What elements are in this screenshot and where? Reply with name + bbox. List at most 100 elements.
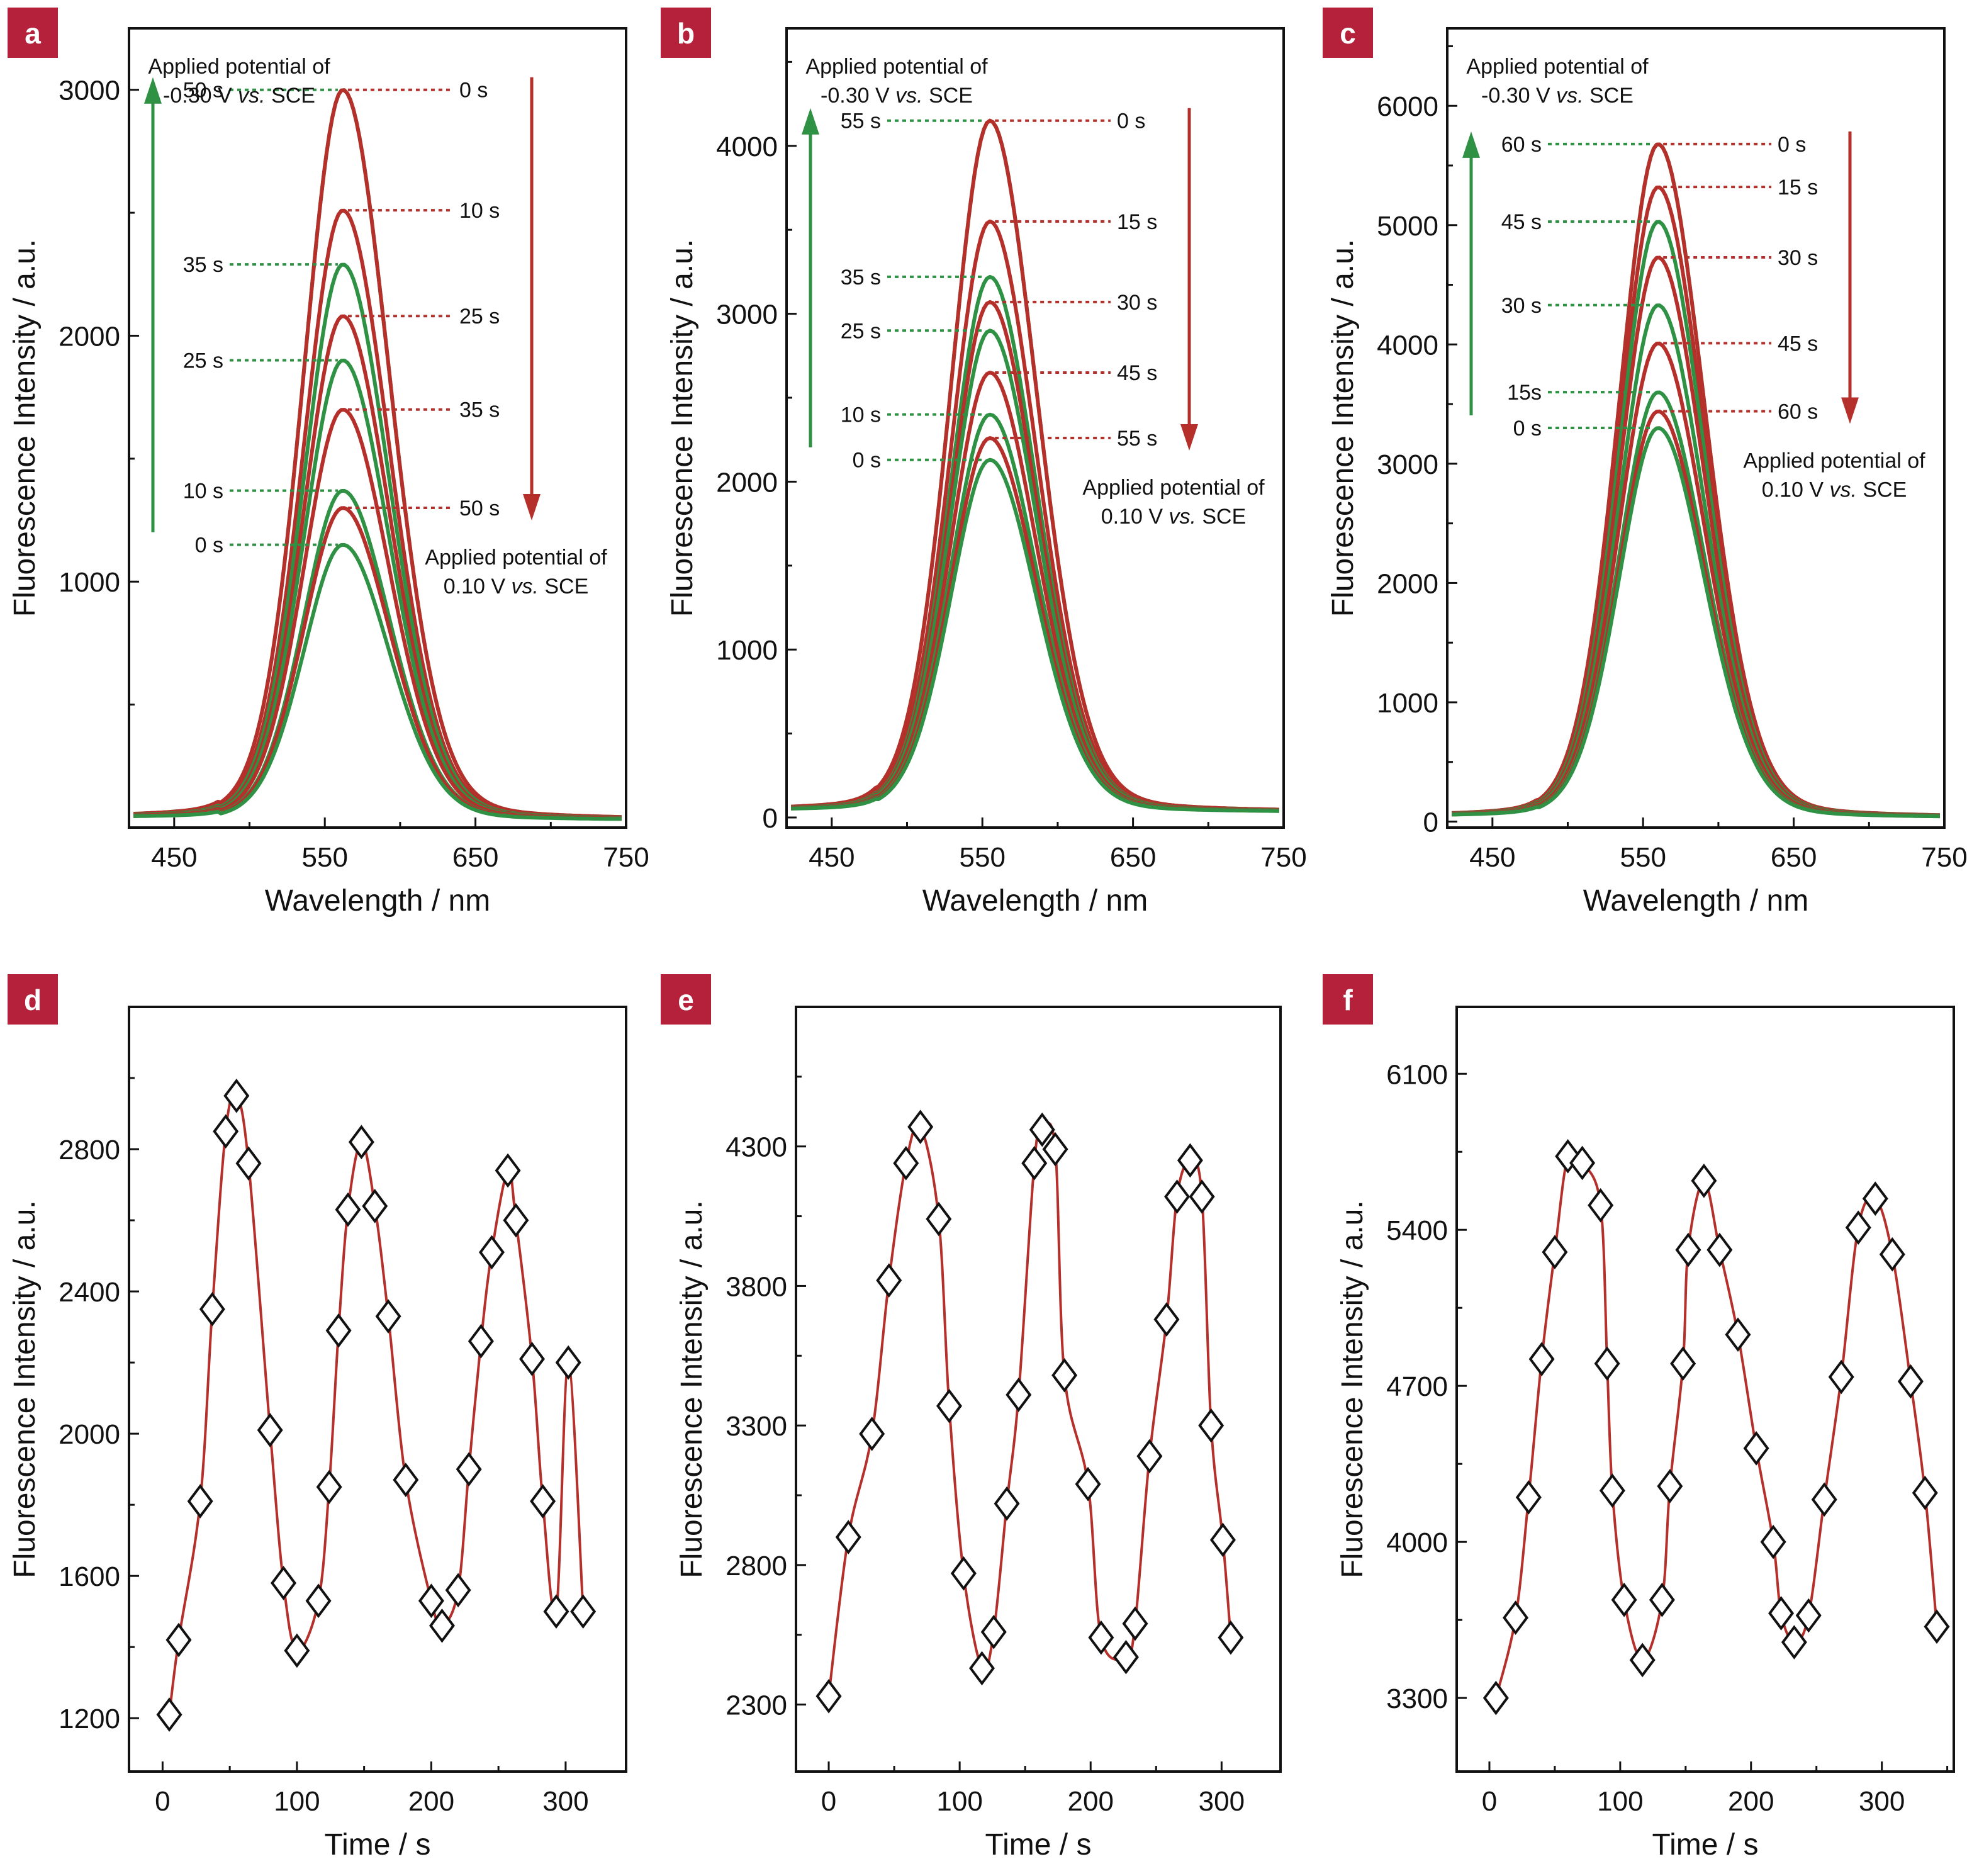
green-arrow-head: [802, 108, 819, 135]
spectra-curves: [1452, 142, 1940, 819]
x-tick-label: 300: [542, 1786, 588, 1817]
x-axis-title: Time / s: [325, 1828, 431, 1862]
diamond-marker: [1768, 1596, 1795, 1631]
panel-f: 0 100 200 300 3300 4000 4700 5400 6100 Time / s Fl…: [1323, 974, 1955, 1862]
diamond-marker: [876, 1263, 902, 1298]
diamond-marker: [213, 1114, 239, 1149]
diamond-marker: [456, 1452, 482, 1486]
red-arrow-head: [1180, 424, 1198, 451]
diamond-marker: [1924, 1609, 1950, 1644]
green-potential-line1: Applied potential of: [1466, 55, 1649, 79]
red-time-label: 25 s: [459, 305, 500, 329]
y-axis-title: Fluorescence Intensity / a.u.: [8, 1200, 42, 1578]
diamond-marker: [1611, 1582, 1637, 1617]
y-tick-label: 4000: [1377, 330, 1438, 361]
green-time-label: 45 s: [1501, 210, 1542, 234]
diamond-marker: [1136, 1439, 1163, 1474]
diamond-marker: [1112, 1639, 1139, 1675]
x-tick-label: 650: [452, 842, 498, 873]
y-tick-label: 4000: [716, 132, 778, 162]
diamond-marker: [926, 1201, 952, 1237]
red-time-label: 0 s: [459, 79, 488, 103]
diamond-marker: [570, 1594, 597, 1629]
x-tick-label: 100: [936, 1786, 982, 1817]
diamond-marker: [530, 1484, 556, 1519]
diamond-marker: [418, 1583, 444, 1619]
green-time-label: 30 s: [1501, 294, 1542, 318]
red-time-label: 60 s: [1778, 400, 1818, 424]
red-time-label: 30 s: [1778, 246, 1818, 270]
data-markers: [815, 1109, 1244, 1714]
diamond-marker: [468, 1323, 494, 1359]
red-time-label: 45 s: [1117, 361, 1157, 385]
green-potential-ref: SCE: [923, 84, 973, 108]
red-potential-annotation: Applied potential of 0.10 V vs. SCE: [425, 546, 607, 598]
red-time-label: 15 s: [1778, 176, 1818, 199]
x-tick-label: 100: [1597, 1786, 1643, 1817]
diamond-marker: [1599, 1473, 1625, 1508]
panel-letter: d: [24, 984, 42, 1016]
diamond-marker: [284, 1633, 310, 1668]
green-spectrum-0s: [791, 458, 1279, 813]
y-tick-label: 3000: [716, 300, 778, 330]
x-tick-label: 300: [1199, 1786, 1245, 1817]
y-tick-label: 2000: [716, 467, 778, 498]
diamond-marker: [1177, 1143, 1203, 1178]
y-axis-title: Fluorescence Intensity / a.u.: [666, 239, 699, 617]
diamond-marker: [936, 1388, 962, 1424]
red-potential-line1: Applied potential of: [1082, 476, 1265, 500]
red-potential-ref: SCE: [1857, 478, 1907, 502]
panel-b: 450 550 650 750 0 1000 2000 3000 4000 Wavelength …: [661, 8, 1307, 918]
diamond-marker: [1515, 1480, 1542, 1515]
x-tick-label: 550: [1620, 842, 1666, 873]
diamond-marker: [835, 1520, 861, 1554]
diamond-marker: [429, 1608, 455, 1643]
diamond-marker: [1691, 1163, 1717, 1198]
diamond-marker: [1588, 1188, 1614, 1223]
y-tick-label: 2300: [726, 1690, 787, 1721]
red-potential-annotation: Applied potential of 0.10 V vs. SCE: [1082, 476, 1265, 529]
diamond-marker: [1760, 1524, 1786, 1559]
red-labels: 0 s 15 s 30 s 45 s 60 s: [1663, 133, 1818, 424]
x-tick-label: 550: [302, 842, 348, 873]
y-tick-label: 3000: [1377, 449, 1438, 480]
diamond-marker: [1189, 1179, 1215, 1214]
green-time-label: 55 s: [841, 110, 881, 133]
diamond-marker: [271, 1566, 297, 1600]
green-potential-annotation: Applied potential of -0.30 V vs. SCE: [148, 55, 330, 108]
green-potential-ref: SCE: [266, 84, 315, 108]
diamond-marker: [1828, 1359, 1854, 1395]
x-tick-label: 750: [1921, 842, 1967, 873]
red-time-label: 50 s: [459, 497, 500, 520]
x-tick-label: 450: [809, 842, 855, 873]
plot-frame: [128, 1006, 627, 1773]
green-potential-annotation: Applied potential of -0.30 V vs. SCE: [1466, 55, 1649, 108]
red-potential-line2: 0.10 V vs. SCE: [1762, 478, 1907, 502]
green-potential-value: -0.30 V: [163, 84, 238, 108]
y-tick-label: 2000: [1377, 568, 1438, 599]
diamond-marker: [156, 1697, 182, 1732]
diamond-marker: [1912, 1475, 1938, 1510]
y-tick-label: 0: [1423, 807, 1438, 838]
y-tick-label: 3300: [726, 1411, 787, 1442]
plot-frame: [128, 27, 627, 829]
diamond-marker: [495, 1153, 521, 1188]
red-potential-vs: vs.: [511, 575, 538, 598]
y-axis-title: Fluorescence Intensity / a.u.: [8, 239, 42, 617]
diamond-marker: [1594, 1346, 1620, 1381]
green-potential-value: -0.30 V: [1481, 84, 1556, 108]
diamond-marker: [478, 1235, 505, 1270]
diamond-marker: [543, 1594, 569, 1629]
green-time-label: 50 s: [183, 79, 223, 103]
red-time-label: 55 s: [1117, 427, 1157, 451]
green-potential-vs: vs.: [895, 84, 922, 108]
plot-frame: [795, 1006, 1282, 1773]
diamond-marker: [503, 1203, 529, 1238]
x-tick-label: 450: [1469, 842, 1515, 873]
y-tick-label: 1200: [59, 1704, 120, 1734]
y-tick-label: 2800: [59, 1135, 120, 1165]
diamond-marker: [1845, 1210, 1871, 1245]
diamond-marker: [187, 1484, 213, 1519]
x-tick-label: 0: [1482, 1786, 1497, 1817]
y-tick-label: 2000: [59, 321, 120, 352]
